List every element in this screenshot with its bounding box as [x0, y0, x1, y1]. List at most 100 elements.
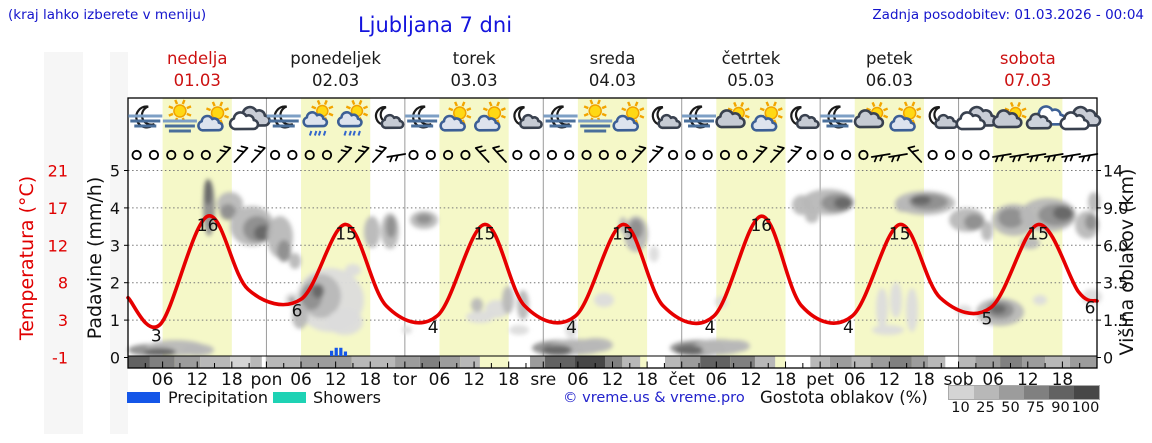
weather-icon-sun-rain — [302, 99, 334, 136]
day-date: 03.03 — [450, 71, 497, 90]
temp-min-label: 3 — [151, 326, 162, 346]
density-gradient-segment — [1049, 386, 1074, 399]
weather-icon-cloud-sun — [715, 101, 750, 129]
cloud-height-tick: 6.0 — [1103, 236, 1128, 255]
hour-label: 06 — [290, 370, 312, 390]
precipitation-legend-label: Precipitation — [168, 388, 269, 407]
temp-max-label: 15 — [889, 225, 911, 245]
density-strip-segment — [664, 356, 680, 368]
temp-tick: 21 — [48, 162, 68, 181]
hour-label: 18 — [636, 370, 658, 390]
copyright-link[interactable]: © vreme.us & vreme.pro — [563, 390, 745, 406]
cloud-cover-blobs — [128, 179, 1102, 356]
density-strip-segment — [754, 356, 776, 368]
menu-hint: (kraj lahko izberete v meniju) — [8, 7, 207, 23]
temp-max-label: 16 — [197, 216, 219, 236]
hour-label: 12 — [325, 370, 347, 390]
weather-icon-clouds — [228, 105, 271, 131]
day-date: 04.03 — [589, 71, 636, 90]
weather-icon-clouds — [955, 105, 998, 131]
day-date: 06.03 — [866, 71, 913, 90]
day-date: 01.03 — [174, 71, 221, 90]
density-strip-segment — [460, 356, 480, 368]
day-abbr-label: pet — [806, 370, 834, 390]
precip-tick: 2 — [110, 274, 120, 293]
precipitation-bar — [343, 351, 348, 356]
weather-icon-cloud-sun — [992, 101, 1027, 129]
temp-tick: 12 — [48, 236, 68, 255]
density-strip-segment — [889, 356, 912, 368]
density-strip-segment — [200, 356, 231, 368]
weather-icon-moon-cloud — [790, 106, 820, 130]
temp-min-label: 6 — [292, 301, 303, 321]
temp-end-label: 6 — [1085, 298, 1096, 318]
weather-icon-sun-cloud — [439, 101, 472, 132]
weather-icon-moon-fog — [405, 105, 440, 129]
cloud-height-tick: 0 — [1103, 349, 1113, 368]
day-date: 07.03 — [1004, 71, 1051, 90]
density-strip-segment — [299, 356, 352, 368]
density-strip-segment — [605, 356, 623, 368]
hour-label: 06 — [152, 370, 174, 390]
density-strip-segment — [351, 356, 396, 368]
background-stripe-2 — [110, 52, 128, 434]
density-tick-label: 25 — [976, 400, 995, 416]
density-strip-segment — [911, 356, 929, 368]
hour-label: 18 — [913, 370, 935, 390]
day-name: četrtek — [722, 49, 781, 68]
weather-icon-moon-fog — [128, 105, 163, 129]
density-strip-segment — [440, 356, 461, 368]
density-strip-segment — [174, 356, 201, 368]
hour-label: 18 — [498, 370, 520, 390]
hour-label: 12 — [740, 370, 762, 390]
density-gradient-segment — [1074, 386, 1099, 399]
temp-min-label: 4 — [843, 318, 854, 338]
precipitation-bar — [330, 350, 334, 356]
density-strip-segment — [265, 356, 300, 368]
density-strip-segment — [975, 356, 1001, 368]
density-strip-segment — [1069, 356, 1097, 368]
weather-icon-moon-fog — [266, 105, 301, 129]
temp-tick: 17 — [48, 199, 68, 218]
cloud-density-gradient — [948, 385, 1100, 400]
density-strip-segment — [851, 356, 871, 368]
hour-label: 12 — [879, 370, 901, 390]
weather-icon-moon-cloud — [374, 106, 405, 130]
density-tick-label: 10 — [951, 400, 970, 416]
temp-max-label: 15 — [474, 225, 496, 245]
showers-legend-label: Showers — [313, 388, 381, 407]
precipitation-bar — [339, 347, 343, 356]
density-strip-segment — [128, 356, 150, 368]
density-gradient-segment — [974, 386, 999, 399]
day-name: petek — [866, 49, 913, 68]
weather-icon-moon-fog — [682, 105, 717, 129]
weather-icon-sun-fog — [162, 99, 197, 133]
day-name: ponedeljek — [290, 49, 381, 68]
density-strip-segment — [870, 356, 890, 368]
hour-label: 12 — [463, 370, 485, 390]
wind-barb-row — [131, 145, 1099, 163]
temp-min-label: 4 — [566, 318, 577, 338]
showers-swatch — [273, 392, 306, 403]
hour-label: 18 — [775, 370, 797, 390]
hour-label: 12 — [602, 370, 624, 390]
background-stripe-1 — [44, 52, 83, 434]
density-gradient-segment — [949, 386, 974, 399]
density-tick-label: 50 — [1001, 400, 1020, 416]
day-date: 05.03 — [727, 71, 774, 90]
plot-frame — [127, 97, 1098, 369]
hour-label: 06 — [429, 370, 451, 390]
legend-row: Precipitation Showers © vreme.us & vreme… — [0, 385, 1152, 418]
density-strip-segment — [1045, 356, 1070, 368]
temp-max-label: 16 — [750, 216, 772, 236]
cloud-height-tick: 3.5 — [1103, 274, 1128, 293]
weather-icon-sun-cloud — [612, 101, 645, 132]
weather-icon-clouds — [1059, 105, 1102, 131]
cloud-density-label: Gostota oblakov (%) — [760, 388, 928, 407]
day-abbr-label: čet — [668, 370, 695, 390]
temp-max-label: 15 — [1027, 225, 1049, 245]
hour-label: 12 — [186, 370, 208, 390]
